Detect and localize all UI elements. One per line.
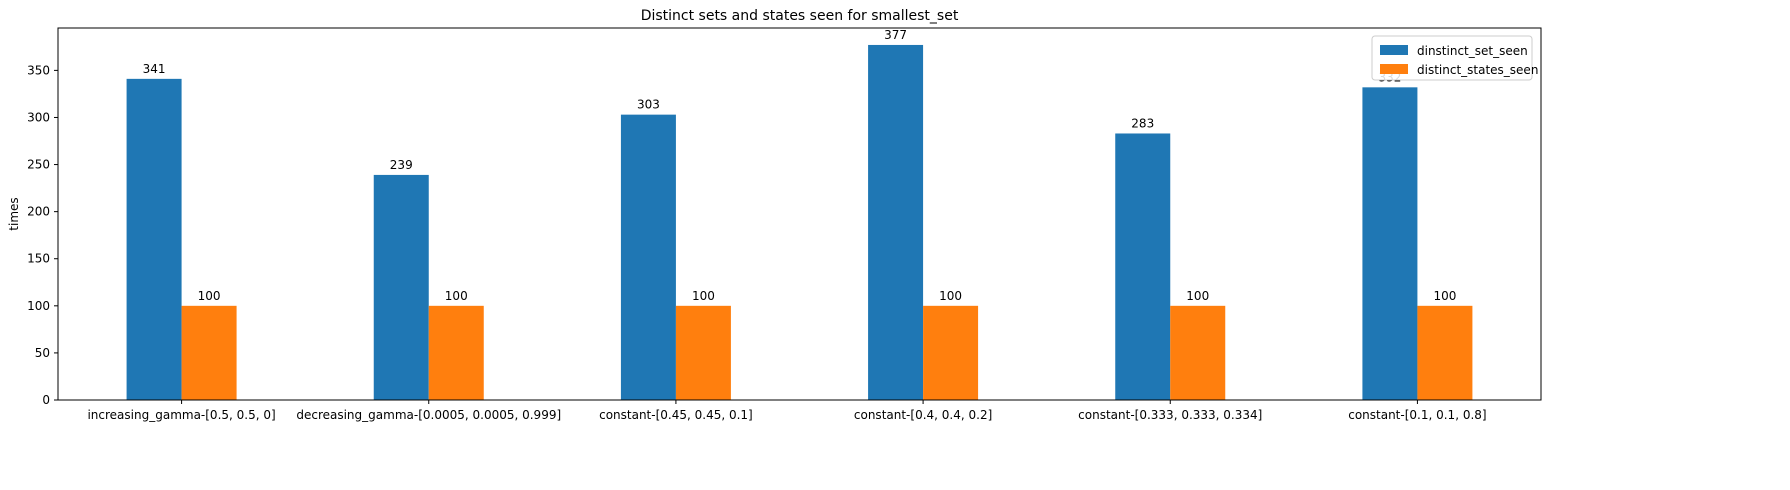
bar-value-label: 303 — [637, 98, 660, 112]
bar-set-seen — [868, 44, 924, 400]
bar-value-label: 239 — [390, 158, 413, 172]
bar-value-label: 100 — [198, 289, 221, 303]
plot-area: 341 100 increasing_gamma-[0.5, 0.5, 0] 239 1… — [27, 27, 1542, 422]
bar-set-seen — [1115, 133, 1171, 400]
legend: dinstinct_set_seen distinct_states_seen — [1371, 35, 1538, 81]
x-tick-label: constant-[0.45, 0.45, 0.1] — [599, 408, 753, 422]
legend-label: distinct_states_seen — [1417, 63, 1538, 77]
x-tick-label: constant-[0.1, 0.1, 0.8] — [1348, 408, 1486, 422]
legend-label: dinstinct_set_seen — [1417, 44, 1528, 58]
bar-value-label: 283 — [1131, 116, 1154, 130]
y-axis-label: times — [7, 197, 21, 230]
y-tick-label: 300 — [27, 110, 50, 124]
x-tick-label: decreasing_gamma-[0.0005, 0.0005, 0.999] — [296, 408, 561, 422]
bar-states-seen — [675, 305, 731, 400]
x-tick-label: constant-[0.4, 0.4, 0.2] — [854, 408, 992, 422]
bar-states-seen — [181, 305, 237, 400]
bar-value-label: 100 — [1433, 289, 1456, 303]
bar-value-label: 100 — [692, 289, 715, 303]
chart-title: Distinct sets and states seen for smalle… — [641, 8, 959, 24]
bar-value-label: 100 — [1186, 289, 1209, 303]
legend-swatch — [1380, 64, 1408, 74]
y-tick-label: 150 — [27, 252, 50, 266]
bar-value-label: 100 — [939, 289, 962, 303]
y-tick-label: 250 — [27, 158, 50, 172]
bar-states-seen — [428, 305, 484, 400]
legend-swatch — [1380, 45, 1408, 55]
bar-value-label: 100 — [445, 289, 468, 303]
y-tick-label: 100 — [27, 299, 50, 313]
bar-states-seen — [1417, 305, 1473, 400]
bar-set-seen — [620, 114, 676, 400]
y-tick-label: 50 — [35, 346, 50, 360]
y-tick-label: 200 — [27, 205, 50, 219]
bar-set-seen — [1362, 87, 1418, 401]
bar-value-label: 377 — [884, 28, 907, 42]
plot-frame — [57, 27, 1542, 401]
bar-set-seen — [126, 78, 182, 400]
bar-set-seen — [373, 174, 429, 400]
x-tick-label: increasing_gamma-[0.5, 0.5, 0] — [87, 408, 275, 422]
y-tick-label: 0 — [42, 393, 50, 407]
y-tick-label: 350 — [27, 63, 50, 77]
bar-states-seen — [923, 305, 979, 400]
legend-box — [1371, 35, 1533, 81]
x-tick-label: constant-[0.333, 0.333, 0.334] — [1078, 408, 1262, 422]
bar-states-seen — [1170, 305, 1226, 400]
bar-value-label: 341 — [143, 62, 166, 76]
